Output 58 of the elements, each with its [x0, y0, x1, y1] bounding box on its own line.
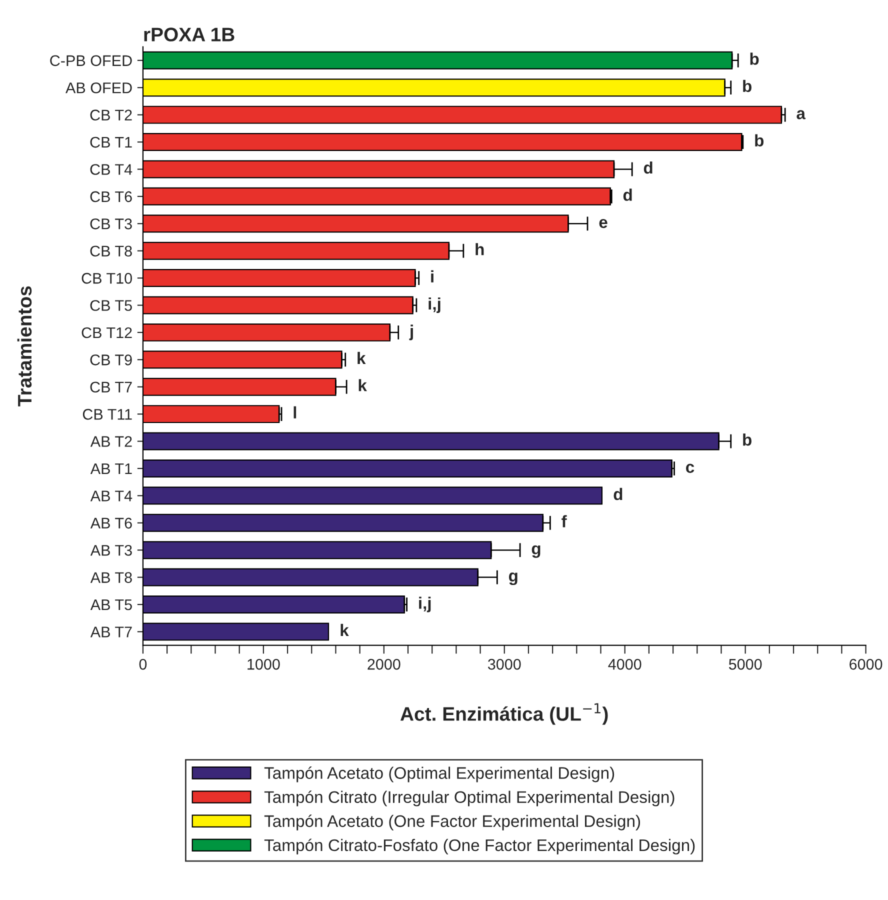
annotation: f	[562, 515, 567, 528]
annotation: h	[476, 243, 484, 256]
annotation: i,j	[428, 297, 440, 314]
y-tick-label: AB T8	[90, 572, 132, 583]
x-tick-label: 1000	[248, 658, 280, 670]
annotation: k	[340, 624, 349, 636]
x-tick-label: 2000	[368, 658, 400, 670]
y-tick-label: CB T3	[90, 218, 132, 230]
x-tick-label: 6000	[850, 658, 882, 670]
y-axis-title: Tratamientos	[17, 286, 32, 406]
x-tick-label: 4000	[608, 658, 642, 670]
legend-label: Tampón Citrato (Irregular Optimal Experimental Design)	[264, 790, 674, 806]
annotation: l	[294, 406, 296, 418]
y-tick-label: CB T12	[82, 327, 132, 338]
y-tick-label: CB T1	[90, 136, 132, 148]
annotation: d	[614, 488, 622, 500]
annotation: c	[686, 464, 694, 473]
annotation: k	[358, 379, 367, 392]
annotation: i	[431, 270, 434, 282]
y-tick-label: CB T4	[90, 164, 132, 175]
legend-label: Tampón Citrato-Fosfato (One Factor Experimental Design)	[264, 838, 695, 854]
y-tick-label: CB T6	[90, 191, 132, 202]
y-tick-label: C-PB OFED	[50, 55, 132, 66]
annotation: k	[358, 352, 366, 364]
x-tick-label: 0	[139, 658, 147, 670]
y-tick-label: AB T3	[90, 544, 132, 556]
y-tick-label: AB T2	[90, 436, 132, 447]
annotation: g	[532, 545, 540, 558]
annotation: b	[743, 80, 752, 92]
annotation: i,j	[419, 596, 431, 612]
y-tick-label: AB OFED	[66, 82, 132, 94]
annotation: d	[623, 188, 632, 201]
annotation: a	[796, 110, 806, 120]
annotation: d	[644, 161, 652, 174]
legend-label: Tampón Acetato (One Factor Experimental Design)	[264, 814, 640, 830]
y-tick-label: AB T1	[90, 463, 132, 474]
y-tick-label: AB T4	[90, 490, 132, 502]
y-tick-label: CB T10	[82, 272, 132, 284]
chart-title: rPOXA 1B	[144, 28, 234, 42]
annotation: e	[599, 218, 608, 228]
y-tick-label: AB T5	[90, 600, 132, 610]
annotation: j	[409, 324, 413, 340]
x-tick-label: 3000	[488, 658, 521, 670]
annotation: b	[755, 134, 764, 146]
y-tick-label: CB T8	[90, 246, 132, 257]
y-tick-label: CB T5	[90, 300, 132, 311]
annotation: b	[743, 434, 752, 446]
y-tick-label: CB T9	[90, 354, 132, 366]
y-tick-label: AB T6	[90, 518, 132, 529]
y-tick-label: AB T7	[90, 626, 132, 638]
x-axis-title: Act. Enzimática (UL$^{−1}$)	[400, 703, 608, 725]
annotation: b	[750, 52, 759, 65]
x-tick-label: 5000	[728, 658, 762, 670]
y-tick-label: CB T11	[82, 408, 132, 420]
legend-label: Tampón Acetato (Optimal Experimental Design)	[264, 766, 614, 782]
y-tick-label: CB T7	[90, 382, 132, 393]
annotation: g	[508, 572, 518, 586]
y-tick-label: CB T2	[90, 110, 132, 120]
